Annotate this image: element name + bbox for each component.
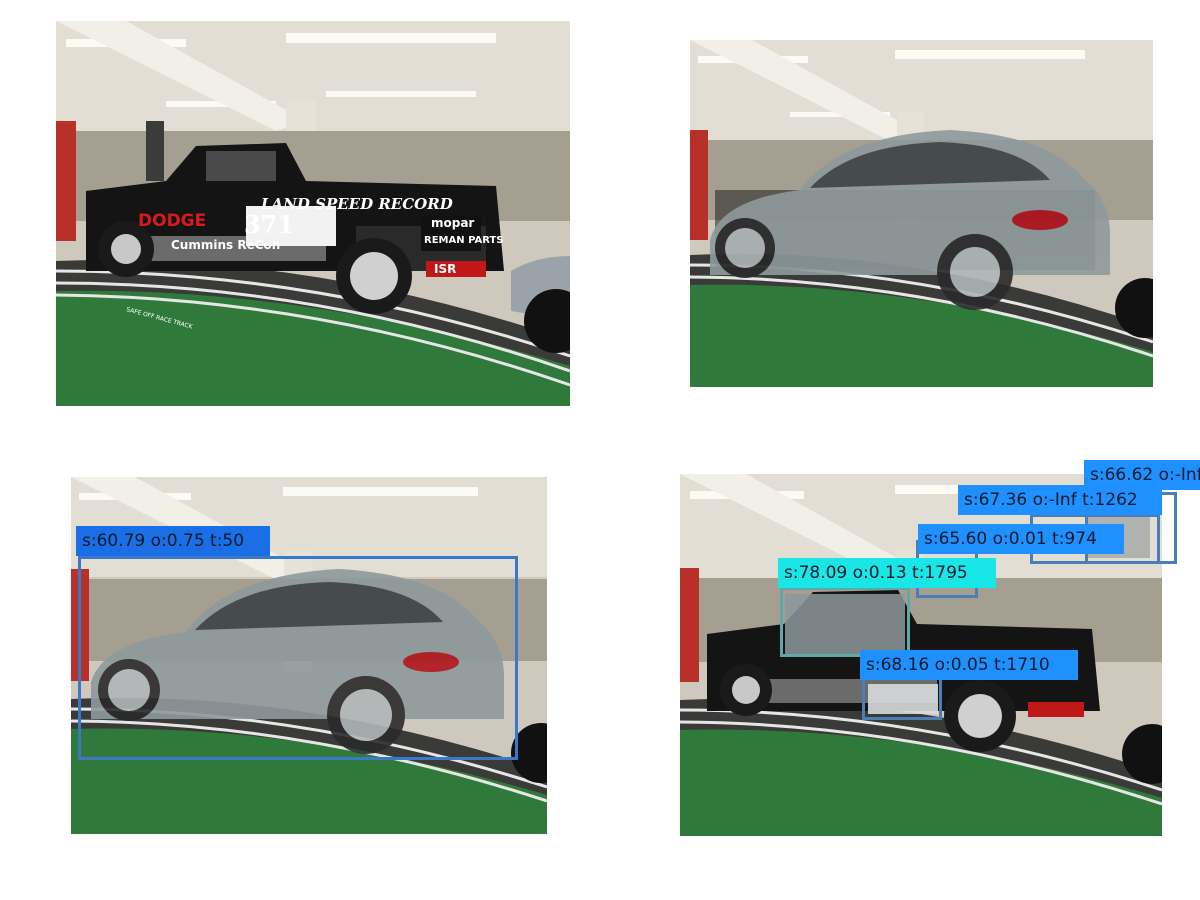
svg-text:mopar: mopar [431, 216, 474, 230]
race-truck [86, 143, 504, 314]
beetle-car [710, 130, 1110, 310]
truck-banner: LAND SPEED RECORD [260, 195, 453, 213]
panel-multiple-detections [680, 474, 1162, 836]
svg-text:ISR: ISR [434, 262, 456, 276]
svg-text:Cummins ReCon: Cummins ReCon [171, 238, 280, 252]
scene-single-detection-image [71, 477, 547, 834]
scene-original-image: LAND SPEED RECORD DODGE 371 Cummins ReCo… [56, 21, 570, 406]
svg-text:371: 371 [244, 210, 294, 239]
floor [56, 287, 570, 406]
scene-multiple-detections-image [680, 474, 1162, 836]
panel-single-detection [71, 477, 547, 834]
panel-original: LAND SPEED RECORD DODGE 371 Cummins ReCo… [56, 21, 570, 406]
svg-text:REMAN PARTS: REMAN PARTS [424, 235, 504, 246]
panel-composited [690, 40, 1153, 387]
svg-text:DODGE: DODGE [138, 211, 206, 231]
scene-composited-image [690, 40, 1153, 387]
